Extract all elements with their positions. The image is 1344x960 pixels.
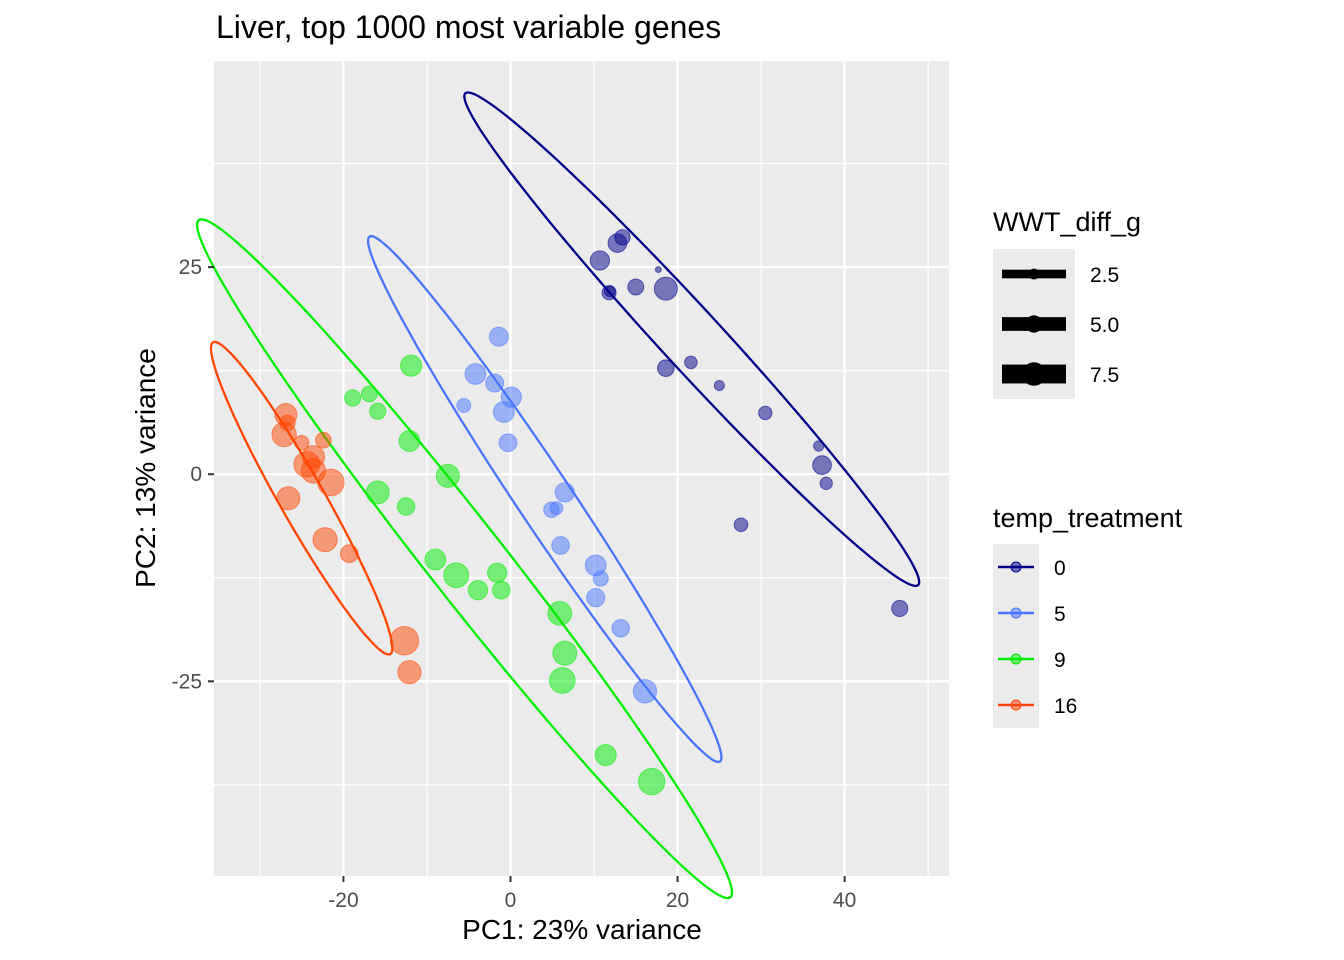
legend-size-key-point	[1028, 268, 1040, 280]
legend-color-key-point	[1010, 699, 1022, 711]
x-tick-label: 40	[833, 889, 856, 912]
point-temp-0	[653, 276, 678, 301]
legend-color-label: 5	[1054, 603, 1066, 626]
point-temp-9	[487, 562, 508, 583]
x-axis-label: PC1: 23% variance	[462, 914, 702, 945]
point-temp-5	[632, 679, 658, 704]
point-temp-0	[657, 359, 675, 378]
point-temp-9	[443, 562, 470, 589]
legend-size: WWT_diff_g 2.5 5.0 7.5	[993, 207, 1141, 399]
legend-color-label: 16	[1054, 695, 1077, 718]
legend-color-label: 9	[1054, 649, 1066, 672]
x-tick-label: 20	[666, 889, 689, 912]
point-temp-0	[713, 380, 725, 392]
point-temp-16	[389, 625, 420, 656]
point-temp-9	[594, 744, 617, 767]
point-temp-0	[819, 476, 833, 490]
y-tick-label: 25	[179, 256, 202, 279]
point-temp-9	[435, 463, 460, 488]
legend-size-title: WWT_diff_g	[993, 207, 1141, 237]
point-temp-9	[547, 600, 573, 626]
legend-color-key-point	[1010, 607, 1022, 619]
point-temp-0	[589, 250, 610, 271]
point-temp-9	[467, 580, 489, 601]
point-temp-9	[398, 430, 421, 452]
legend-color-key-bg	[993, 544, 1039, 728]
point-temp-9	[424, 548, 447, 571]
point-temp-9	[552, 640, 578, 666]
point-temp-16	[312, 527, 338, 553]
point-temp-0	[603, 285, 616, 298]
legend-color-key-point	[1010, 653, 1022, 665]
point-temp-5	[464, 363, 487, 385]
point-temp-0	[627, 278, 645, 296]
x-axis-ticks: -20 0 20 40	[328, 876, 856, 912]
point-temp-16	[317, 468, 345, 497]
point-temp-5	[551, 536, 570, 555]
point-temp-5	[485, 373, 505, 393]
y-axis-ticks: -25 0 25	[172, 256, 214, 693]
point-temp-16	[271, 421, 297, 448]
point-temp-0	[614, 229, 631, 246]
point-temp-9	[548, 667, 576, 694]
grid-major	[214, 58, 949, 876]
point-temp-5	[492, 401, 515, 423]
point-temp-16	[397, 660, 422, 685]
legend-color: temp_treatment 0 5 9 16	[993, 503, 1183, 728]
point-temp-9	[491, 580, 511, 600]
chart-title: Liver, top 1000 most variable genes	[216, 9, 721, 45]
point-temp-16	[294, 435, 310, 451]
point-temp-0	[758, 405, 773, 421]
ellipse-temp-5	[366, 234, 723, 764]
x-tick-label: 0	[505, 889, 517, 912]
point-temp-0	[812, 455, 832, 475]
point-temp-5	[611, 619, 630, 638]
legend-size-key-point	[1025, 315, 1043, 333]
point-temp-9	[344, 389, 362, 407]
ellipse-temp-9	[195, 218, 734, 900]
point-temp-5	[549, 501, 564, 516]
point-temp-5	[498, 433, 518, 453]
legend-size-label: 2.5	[1090, 264, 1119, 287]
ellipse-temp-16	[209, 340, 394, 656]
point-temp-16	[276, 486, 301, 511]
y-axis-label: PC2: 13% variance	[130, 348, 161, 588]
ellipse-temp-0	[463, 91, 921, 588]
point-temp-9	[400, 354, 423, 377]
point-temp-16	[315, 431, 332, 449]
point-temp-9	[365, 480, 390, 505]
point-temp-9	[637, 767, 666, 796]
point-temp-0	[684, 355, 698, 370]
point-temp-0	[891, 599, 909, 618]
legend-size-label: 7.5	[1090, 364, 1119, 387]
legend-size-label: 5.0	[1090, 314, 1119, 337]
y-tick-label: -25	[172, 670, 202, 693]
point-temp-16	[339, 544, 359, 564]
point-temp-9	[369, 402, 387, 420]
x-tick-label: -20	[328, 889, 358, 912]
legend-size-key-point	[1022, 362, 1046, 386]
legend-color-key-point	[1010, 561, 1022, 573]
data-points	[271, 229, 909, 796]
point-temp-5	[488, 326, 509, 347]
point-temp-0	[654, 266, 662, 274]
point-temp-5	[592, 570, 609, 587]
point-temp-5	[586, 588, 606, 608]
confidence-ellipses	[195, 91, 921, 900]
point-temp-9	[396, 497, 416, 516]
point-temp-0	[813, 440, 825, 452]
legend-color-title: temp_treatment	[993, 503, 1183, 533]
point-temp-0	[733, 517, 749, 533]
legend-color-label: 0	[1054, 557, 1066, 580]
point-temp-9	[360, 385, 378, 403]
y-tick-label: 0	[190, 463, 202, 486]
point-temp-5	[554, 482, 575, 503]
point-temp-5	[456, 398, 472, 413]
